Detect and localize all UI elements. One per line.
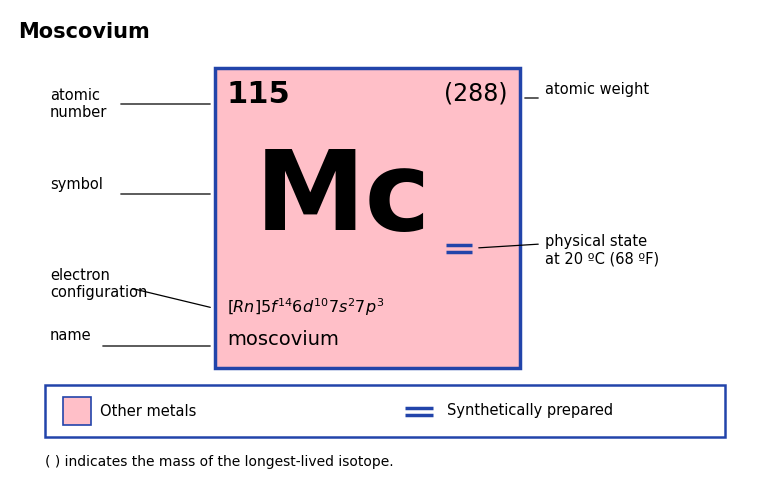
Text: $\mathit{[Rn]5f^{14}6d^{10}7s^{2}7p^{3}}$: $\mathit{[Rn]5f^{14}6d^{10}7s^{2}7p^{3}}… bbox=[227, 296, 384, 318]
Text: atomic weight: atomic weight bbox=[545, 82, 649, 97]
Text: Mc: Mc bbox=[255, 147, 432, 254]
Bar bbox=[63, 397, 91, 425]
Text: atomic
number: atomic number bbox=[50, 88, 108, 121]
Text: Synthetically prepared: Synthetically prepared bbox=[447, 404, 613, 419]
Text: Other metals: Other metals bbox=[100, 404, 197, 419]
Bar bbox=[45, 385, 725, 437]
Text: name: name bbox=[50, 329, 91, 344]
Bar bbox=[215, 68, 520, 368]
Text: symbol: symbol bbox=[50, 177, 103, 192]
Text: moscovium: moscovium bbox=[227, 330, 339, 349]
Text: Moscovium: Moscovium bbox=[18, 22, 150, 42]
Text: (288): (288) bbox=[445, 82, 508, 106]
Text: electron
configuration: electron configuration bbox=[50, 268, 147, 301]
Text: 115: 115 bbox=[227, 80, 291, 109]
Text: ( ) indicates the mass of the longest-lived isotope.: ( ) indicates the mass of the longest-li… bbox=[45, 455, 394, 469]
Text: physical state
at 20 ºC (68 ºF): physical state at 20 ºC (68 ºF) bbox=[545, 234, 659, 266]
